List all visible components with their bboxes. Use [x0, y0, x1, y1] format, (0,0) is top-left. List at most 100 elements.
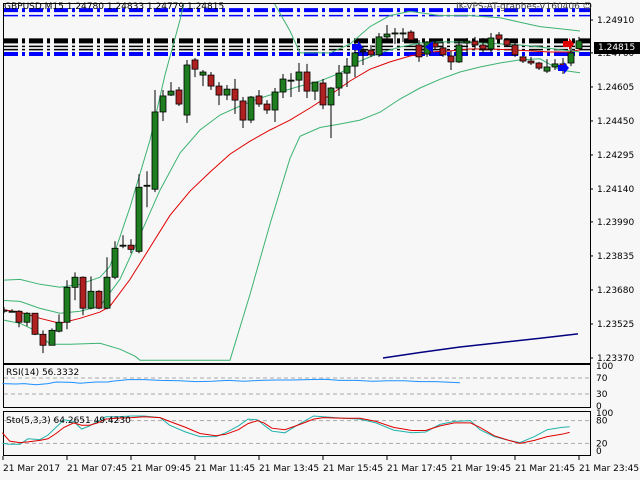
bull-candle — [287, 79, 295, 82]
stoch-axis-label: 20 — [596, 439, 608, 449]
bull-candle — [87, 290, 95, 309]
bull-candle — [311, 81, 319, 92]
symbol-header: GBPUSD,M15 1.24780 1.24833 1.24779 1.248… — [4, 2, 224, 12]
bear-candle — [79, 276, 87, 309]
bull-candle — [103, 276, 111, 309]
rsi-axis-label: 100 — [596, 362, 613, 372]
main-panel — [3, 3, 591, 364]
stoch-axis-label: 100 — [596, 409, 613, 419]
bull-candle — [391, 32, 399, 35]
bull-candle — [143, 184, 151, 187]
symbol-ohlc: GBPUSD,M15 1.24780 1.24833 1.24779 1.248… — [4, 2, 225, 12]
bull-candle — [247, 96, 255, 121]
stoch-title: Sto(5,3,3) 64.2651 49.4230 — [6, 416, 131, 426]
bull-candle — [343, 65, 351, 74]
price-axis-label: 1.24605 — [597, 83, 634, 93]
bear-candle — [367, 49, 375, 56]
trade-arrow-icon[interactable] — [563, 38, 574, 50]
bear-candle — [207, 74, 215, 87]
bear-candle — [263, 103, 271, 111]
price-axis-label: 1.23525 — [597, 320, 634, 330]
bear-candle — [39, 333, 47, 346]
rsi-title-text: RSI(14) 56.3332 — [6, 368, 80, 378]
time-axis-label: 21 Mar 07:45 — [67, 464, 127, 474]
bull-candle — [567, 52, 575, 64]
bull-candle — [111, 247, 119, 278]
rsi-axis-label: 0 — [596, 402, 602, 412]
bull-candle — [55, 321, 63, 332]
price-axis-label: 1.23835 — [597, 252, 634, 262]
bear-candle — [303, 71, 311, 92]
bear-candle — [231, 88, 239, 101]
bull-candle — [455, 44, 463, 63]
bull-candle — [48, 329, 56, 346]
bear-candle — [319, 82, 327, 106]
bear-candle — [415, 44, 423, 58]
bear-candle — [4, 309, 8, 312]
bear-candle — [511, 44, 519, 56]
current-price-label: 1.24815 — [594, 42, 640, 54]
bull-candle — [327, 87, 335, 106]
bull-candle — [183, 64, 191, 116]
bull-candle — [199, 71, 207, 76]
trade-arrow-icon[interactable] — [352, 41, 363, 53]
rsi-axis-label: 70 — [596, 374, 608, 384]
bull-candle — [351, 52, 359, 67]
time-axis-label: 21 Mar 09:45 — [131, 464, 191, 474]
smiley-icon: ☺ — [579, 2, 593, 12]
price-axis-label: 1.23680 — [597, 286, 634, 296]
rsi-line — [2, 378, 461, 386]
stoch-title-text: Sto(5,3,3) 64.2651 49.4230 — [6, 416, 131, 426]
time-axis-label: 21 Mar 13:45 — [259, 464, 319, 474]
trade-arrow-icon[interactable] — [558, 62, 569, 74]
bull-candle — [463, 40, 471, 44]
bull-candle — [375, 36, 383, 56]
time-axis-label: 21 Mar 2017 — [3, 464, 60, 474]
candles-layer — [4, 4, 590, 361]
rsi-panel — [3, 364, 591, 408]
bb-upper-line — [4, 4, 581, 288]
bull-candle — [551, 63, 559, 68]
bull-candle — [71, 276, 79, 288]
bear-candle — [255, 95, 263, 105]
bull-candle — [543, 66, 551, 72]
time-axis-label: 21 Mar 11:45 — [195, 464, 255, 474]
bull-candle — [335, 72, 343, 89]
bear-candle — [495, 34, 503, 40]
bull-candle — [383, 33, 391, 38]
bull-candle — [8, 310, 16, 313]
rsi-title: RSI(14) 56.3332 — [6, 368, 79, 378]
bear-candle — [439, 47, 447, 56]
bull-candle — [23, 312, 31, 323]
bull-candle — [359, 50, 367, 53]
trade-arrow-icon[interactable] — [425, 41, 433, 53]
time-axis-label: 21 Mar 17:45 — [387, 464, 447, 474]
bear-candle — [503, 39, 511, 46]
watermark-text: IK-VPS-AT-graphes-V160406 — [456, 2, 580, 12]
current-price-value: 1.24815 — [598, 43, 636, 53]
bull-candle — [271, 91, 279, 111]
bear-candle — [519, 56, 527, 62]
bull-candle — [151, 111, 159, 190]
bull-candle — [399, 32, 407, 35]
stoch-main-line — [2, 415, 570, 445]
watermark: IK-VPS-AT-graphes-V160406 ☺ — [456, 2, 592, 12]
bear-candle — [215, 85, 223, 96]
stoch-signal-line — [2, 416, 570, 444]
bear-candle — [95, 290, 103, 309]
bull-candle — [279, 78, 287, 93]
bull-candle — [159, 95, 167, 113]
bear-candle — [407, 31, 415, 41]
bear-candle — [479, 44, 487, 50]
time-axis-label: 21 Mar 23:45 — [579, 464, 639, 474]
bull-candle — [63, 286, 71, 323]
stoch-axis-label: 0 — [596, 447, 602, 457]
bull-candle — [135, 186, 143, 252]
bb-lower-line — [4, 58, 581, 361]
bear-candle — [527, 60, 535, 64]
bear-candle — [239, 100, 247, 121]
bear-candle — [535, 62, 543, 69]
bull-candle — [575, 40, 583, 49]
